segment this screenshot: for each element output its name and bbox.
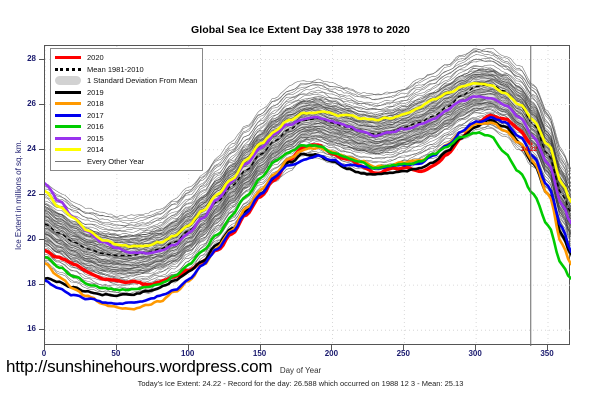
y-tick-mark <box>39 284 44 286</box>
legend-swatch-icon <box>55 121 81 132</box>
x-tick-mark <box>547 345 548 350</box>
x-tick-label: 200 <box>324 349 339 358</box>
legend-item: 1 Standard Deviation From Mean <box>55 75 197 87</box>
legend-item-label: Every Other Year <box>87 156 145 166</box>
legend-item-label: 1 Standard Deviation From Mean <box>87 76 198 86</box>
legend-swatch-icon <box>55 133 81 144</box>
legend-swatch-icon <box>55 110 81 121</box>
y-tick-label: 20 <box>27 233 36 243</box>
x-tick-label: 250 <box>396 349 410 358</box>
y-tick-mark <box>39 58 44 60</box>
legend-item-label: 2015 <box>87 133 104 143</box>
legend-swatch-icon <box>55 144 81 155</box>
legend-item-label: 2014 <box>87 145 104 155</box>
x-tick-mark <box>259 345 261 350</box>
legend-item: 2016 <box>55 121 197 133</box>
x-tick-label: 150 <box>252 349 267 358</box>
y-tick-mark <box>39 193 44 195</box>
chart-legend: 2020 Mean 1981-2010 1 Standard Deviation F… <box>50 48 204 171</box>
plot-area <box>44 45 571 346</box>
legend-item: 2018 <box>55 98 197 110</box>
legend-swatch-icon <box>55 156 81 167</box>
legend-swatch-icon <box>55 75 81 86</box>
x-tick-mark <box>331 345 333 350</box>
legend-swatch-icon <box>55 87 81 98</box>
y-tick-label: 22 <box>27 188 36 198</box>
legend-item: Every Other Year <box>55 156 197 168</box>
legend-item: 2020 <box>55 52 197 64</box>
x-tick-label: 50 <box>111 349 121 358</box>
legend-item: Mean 1981-2010 <box>55 64 197 76</box>
x-tick-label: 350 <box>540 349 554 358</box>
x-tick-label: 100 <box>181 349 195 358</box>
x-tick-mark <box>403 345 405 350</box>
y-tick-label: 24 <box>27 143 36 153</box>
legend-item-label: 2019 <box>87 87 104 97</box>
legend-swatch-icon <box>55 64 81 75</box>
legend-swatch-icon <box>55 98 81 109</box>
y-tick-label: 26 <box>27 98 36 108</box>
y-tick-mark <box>39 238 44 240</box>
y-tick-label: 18 <box>27 279 36 289</box>
legend-item: 2017 <box>55 110 197 122</box>
chart-canvas <box>45 46 571 346</box>
x-tick-mark <box>115 345 117 350</box>
chart-title: Global Sea Ice Extent Day 338 1978 to 20… <box>191 24 410 36</box>
x-tick-mark <box>187 345 189 350</box>
legend-item-label: 2018 <box>87 99 104 109</box>
y-tick-mark <box>39 329 44 331</box>
site-url: http://sunshinehours.wordpress.com <box>6 357 273 376</box>
y-tick-mark <box>39 148 44 150</box>
y-tick-mark <box>39 103 44 105</box>
x-tick-mark <box>475 345 477 350</box>
legend-item: 2015 <box>55 133 197 145</box>
y-tick-label: 28 <box>27 53 36 63</box>
y-tick-label: 16 <box>27 324 36 334</box>
x-tick-label: 0 <box>41 349 47 358</box>
x-tick-mark <box>44 345 45 350</box>
footnote-stats: Today's Ice Extent: 24.22 - Record for t… <box>137 379 464 388</box>
x-axis-title: Day of Year <box>279 366 322 375</box>
today-value-annotation: 24.22 <box>521 146 538 153</box>
legend-item-label: 2016 <box>87 122 104 132</box>
legend-item-label: 2017 <box>87 110 104 120</box>
legend-swatch-icon <box>55 52 81 63</box>
legend-item: 2014 <box>55 144 197 156</box>
legend-item: 2019 <box>55 87 197 99</box>
legend-item-label: 2020 <box>87 53 104 63</box>
legend-item-label: Mean 1981-2010 <box>87 64 144 74</box>
x-tick-label: 300 <box>468 349 482 358</box>
